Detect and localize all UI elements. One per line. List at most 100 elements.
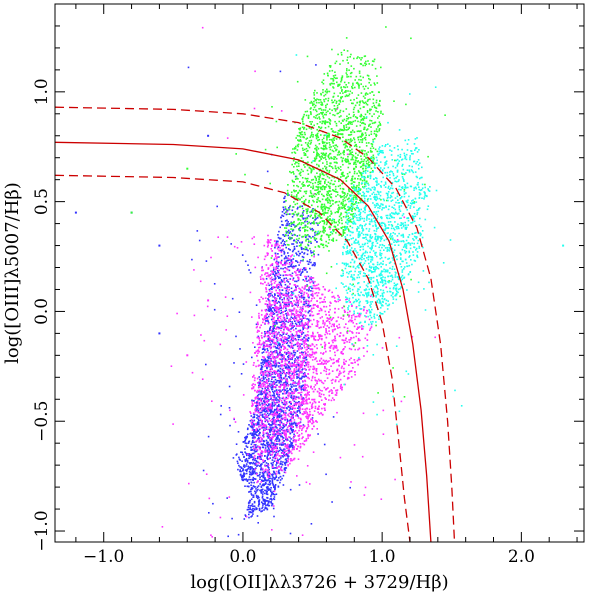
- data-point: [288, 358, 291, 360]
- data-point: [323, 407, 326, 410]
- data-point: [313, 400, 316, 403]
- data-point: [248, 455, 251, 458]
- data-point: [290, 342, 293, 345]
- data-point: [258, 336, 260, 339]
- data-point: [314, 262, 316, 264]
- data-point: [251, 441, 254, 444]
- data-point: [359, 314, 362, 316]
- data-point: [279, 348, 282, 351]
- data-point: [314, 234, 316, 236]
- data-point: [245, 458, 248, 460]
- data-point: [288, 273, 291, 276]
- data-point: [301, 343, 303, 345]
- data-point: [291, 442, 293, 445]
- data-point: [271, 304, 273, 306]
- data-point: [292, 350, 295, 352]
- data-point: [285, 378, 287, 381]
- data-point: [276, 417, 278, 420]
- data-point: [304, 267, 307, 269]
- data-point: [289, 320, 291, 323]
- data-point: [275, 260, 278, 263]
- data-point: [311, 406, 314, 408]
- data-point: [262, 359, 265, 361]
- data-point: [293, 265, 296, 268]
- data-point: [241, 460, 243, 462]
- data-point: [297, 336, 299, 338]
- data-point: [252, 472, 255, 475]
- data-point: [329, 357, 332, 359]
- data-point: [274, 299, 277, 301]
- data-point: [260, 377, 263, 380]
- data-point: [282, 311, 284, 313]
- data-point: [271, 445, 273, 448]
- data-point: [299, 291, 302, 294]
- data-point: [273, 493, 276, 496]
- data-point: [283, 403, 285, 405]
- data-point: [302, 327, 304, 329]
- data-point: [269, 420, 272, 422]
- data-point: [348, 339, 350, 341]
- data-point: [326, 319, 329, 322]
- data-point: [294, 365, 296, 367]
- data-point: [270, 493, 273, 496]
- data-point: [270, 424, 273, 426]
- data-point: [286, 391, 288, 393]
- data-point: [274, 442, 276, 445]
- data-point: [279, 298, 281, 300]
- data-point: [278, 358, 281, 360]
- data-point: [272, 266, 275, 269]
- data-point: [309, 277, 311, 279]
- data-point: [252, 510, 254, 513]
- data-point: [308, 241, 310, 243]
- data-point: [281, 477, 283, 480]
- data-point: [352, 367, 354, 369]
- data-point: [334, 354, 336, 357]
- data-point: [269, 305, 271, 307]
- data-point: [297, 250, 300, 253]
- data-point: [249, 501, 251, 504]
- data-point: [273, 274, 276, 276]
- data-point: [332, 362, 334, 365]
- data-point: [284, 305, 286, 308]
- data-point: [277, 256, 279, 258]
- data-point: [309, 313, 312, 316]
- data-point: [316, 320, 318, 322]
- data-point: [307, 327, 310, 329]
- data-point: [258, 474, 260, 477]
- data-point: [252, 470, 254, 472]
- data-point: [286, 359, 288, 362]
- data-point: [269, 391, 271, 394]
- data-point: [280, 250, 283, 252]
- data-point: [312, 251, 314, 254]
- data-point: [250, 493, 253, 495]
- data-point: [267, 380, 270, 382]
- data-point: [297, 415, 299, 417]
- data-point: [292, 396, 294, 398]
- data-point: [346, 378, 349, 380]
- data-point: [328, 399, 330, 401]
- data-point: [294, 303, 296, 306]
- data-point: [267, 420, 270, 423]
- data-point: [280, 220, 283, 223]
- data-point: [268, 378, 270, 380]
- data-point: [264, 444, 267, 447]
- data-point: [256, 423, 259, 426]
- data-point: [312, 295, 314, 298]
- data-point: [303, 323, 306, 326]
- data-point: [273, 413, 276, 415]
- data-point: [281, 320, 283, 323]
- data-point: [277, 372, 279, 375]
- data-point: [298, 422, 300, 424]
- data-point: [279, 226, 281, 229]
- data-point: [262, 439, 265, 442]
- data-point: [274, 412, 276, 415]
- data-point: [256, 331, 259, 333]
- data-point: [272, 370, 275, 373]
- data-point: [328, 373, 330, 376]
- data-point: [308, 337, 310, 340]
- data-point: [264, 370, 267, 372]
- data-point: [282, 322, 284, 324]
- data-point: [248, 482, 250, 484]
- data-point: [288, 409, 291, 412]
- data-point: [301, 353, 303, 355]
